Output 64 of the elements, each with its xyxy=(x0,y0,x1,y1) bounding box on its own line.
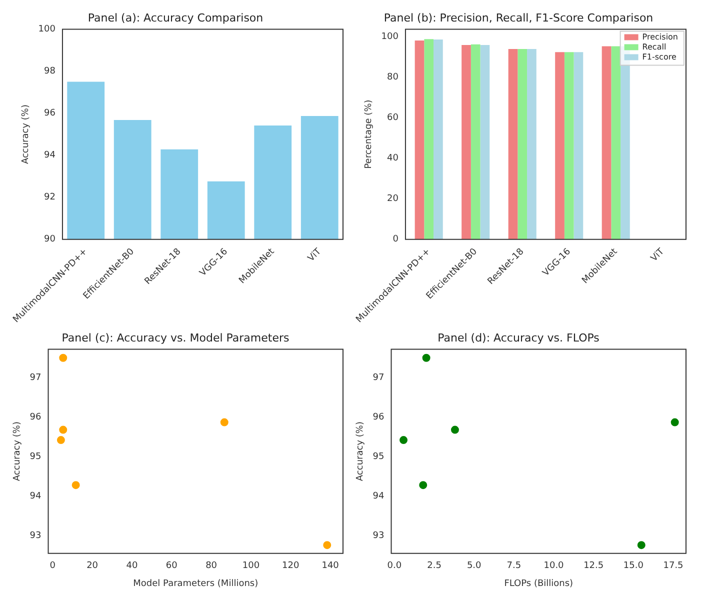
point xyxy=(400,436,408,444)
y-tick-label: 96 xyxy=(372,412,385,422)
x-axis-title: FLOPs (Billions) xyxy=(504,578,574,589)
point xyxy=(56,436,65,444)
x-tick-label: 100 xyxy=(242,561,260,572)
y-tick-label: 40 xyxy=(387,154,399,164)
y-axis-title: Accuracy (%) xyxy=(356,422,366,482)
y-tick-label: 94 xyxy=(372,491,385,502)
y-axis-title: Percentage (%) xyxy=(364,100,374,169)
x-tick-label: 2.5 xyxy=(427,561,442,572)
x-tick-label: 17.5 xyxy=(663,561,684,572)
x-tick-label: 10.0 xyxy=(544,561,564,572)
legend-label: Precision xyxy=(642,32,678,42)
point xyxy=(670,418,679,426)
chart-title: Panel (c): Accuracy vs. Model Parameters xyxy=(62,331,290,344)
chart-title: Panel (a): Accuracy Comparison xyxy=(88,11,264,24)
x-tick-label: 7.5 xyxy=(506,561,522,572)
x-tick-label: 20 xyxy=(86,561,98,572)
legend-label: F1-score xyxy=(642,52,676,62)
point xyxy=(450,426,459,434)
y-tick-label: 94 xyxy=(44,150,56,161)
y-tick-label: 97 xyxy=(30,372,42,383)
x-tick-label: ViT xyxy=(649,246,667,264)
y-tick-label: 20 xyxy=(387,194,399,204)
x-tick-label: ViT xyxy=(306,246,324,264)
y-tick-label: 97 xyxy=(372,372,384,383)
point xyxy=(72,481,80,490)
x-tick-label: 5.0 xyxy=(466,561,482,572)
point xyxy=(422,354,430,362)
legend-label: Recall xyxy=(642,42,666,52)
y-tick-label: 100 xyxy=(38,24,56,35)
y-tick-label: 60 xyxy=(387,113,399,124)
point xyxy=(59,354,68,362)
y-axis-title: Accuracy (%) xyxy=(12,422,23,482)
x-tick-label: 40 xyxy=(126,561,138,572)
y-tick-label: 94 xyxy=(30,491,42,502)
y-tick-label: 93 xyxy=(372,530,384,541)
x-axis-title: Model Parameters (Millions) xyxy=(133,578,258,589)
chart-title: Panel (b): Precision, Recall, F1-Score Comparison xyxy=(384,11,654,24)
point xyxy=(637,541,646,550)
point xyxy=(220,418,228,426)
y-tick-label: 96 xyxy=(44,108,56,119)
x-tick-label: 80 xyxy=(206,561,218,572)
x-tick-label: 120 xyxy=(282,561,300,572)
y-tick-label: 92 xyxy=(44,192,56,203)
y-tick-label: 80 xyxy=(387,72,399,83)
y-tick-label: 93 xyxy=(30,530,42,541)
y-tick-label: 96 xyxy=(30,412,42,422)
chart-title: Panel (d): Accuracy vs. FLOPs xyxy=(438,331,600,344)
y-tick-label: 95 xyxy=(30,452,42,462)
x-tick-label: 15.0 xyxy=(623,561,644,572)
y-tick-label: 100 xyxy=(381,32,399,42)
y-axis-title: Accuracy (%) xyxy=(21,104,32,164)
y-tick-label: 0 xyxy=(392,234,399,245)
x-tick-label: 140 xyxy=(322,561,340,572)
x-tick-label: 0.0 xyxy=(387,561,402,572)
point xyxy=(323,541,332,550)
x-tick-label: 12.5 xyxy=(584,561,604,572)
y-tick-label: 98 xyxy=(44,66,56,77)
point xyxy=(59,426,68,434)
y-tick-label: 90 xyxy=(44,234,56,245)
y-tick-label: 95 xyxy=(372,452,384,462)
point xyxy=(419,481,428,490)
x-tick-label: 60 xyxy=(166,561,178,572)
